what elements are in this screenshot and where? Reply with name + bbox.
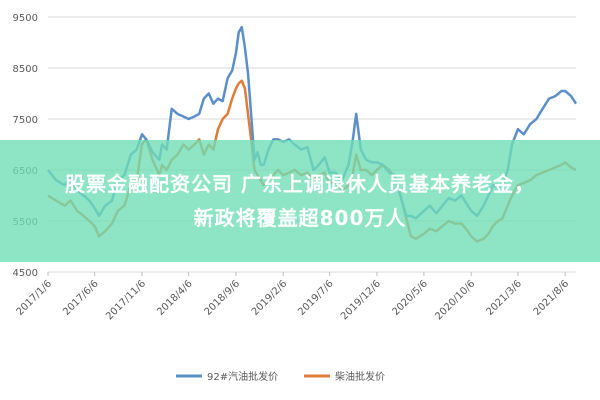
x-tick-label: 2018/9/6 xyxy=(203,278,243,318)
headline-line-1: 股票金融配资公司 广东上调退休人员基本养老金， xyxy=(65,172,535,196)
x-tick-label: 2020/10/6 xyxy=(433,278,477,322)
y-tick-label: 9500 xyxy=(13,13,38,24)
x-tick-label: 2018/4/6 xyxy=(155,278,195,318)
headline-banner: 股票金融配资公司 广东上调退休人员基本养老金， 新政将覆盖超800万人 xyxy=(0,140,600,262)
x-tick-label: 2017/11/6 xyxy=(104,278,148,322)
chart-legend: 92#汽油批发价 柴油批发价 xyxy=(176,370,385,383)
legend-label-diesel: 柴油批发价 xyxy=(335,370,385,383)
x-tick-label: 2019/12/6 xyxy=(339,278,383,322)
x-tick-label: 2019/2/6 xyxy=(250,278,290,318)
x-tick-label: 2017/1/6 xyxy=(15,278,55,318)
headline-line-2: 新政将覆盖超800万人 xyxy=(193,206,407,230)
y-tick-label: 8500 xyxy=(13,64,38,75)
x-tick-label: 2017/6/6 xyxy=(61,278,101,318)
x-tick-label: 2021/3/6 xyxy=(484,278,524,318)
legend-label-gasoline: 92#汽油批发价 xyxy=(207,370,278,383)
y-tick-label: 4500 xyxy=(13,268,38,279)
x-tick-label: 2020/5/6 xyxy=(390,278,430,318)
y-tick-label: 7500 xyxy=(13,115,38,126)
x-tick-label: 2019/7/6 xyxy=(296,278,336,318)
x-axis-ticks: 2017/1/6 2017/6/6 2017/11/6 2018/4/6 2018/9/… xyxy=(15,272,572,322)
x-tick-label: 2021/8/6 xyxy=(532,278,572,318)
